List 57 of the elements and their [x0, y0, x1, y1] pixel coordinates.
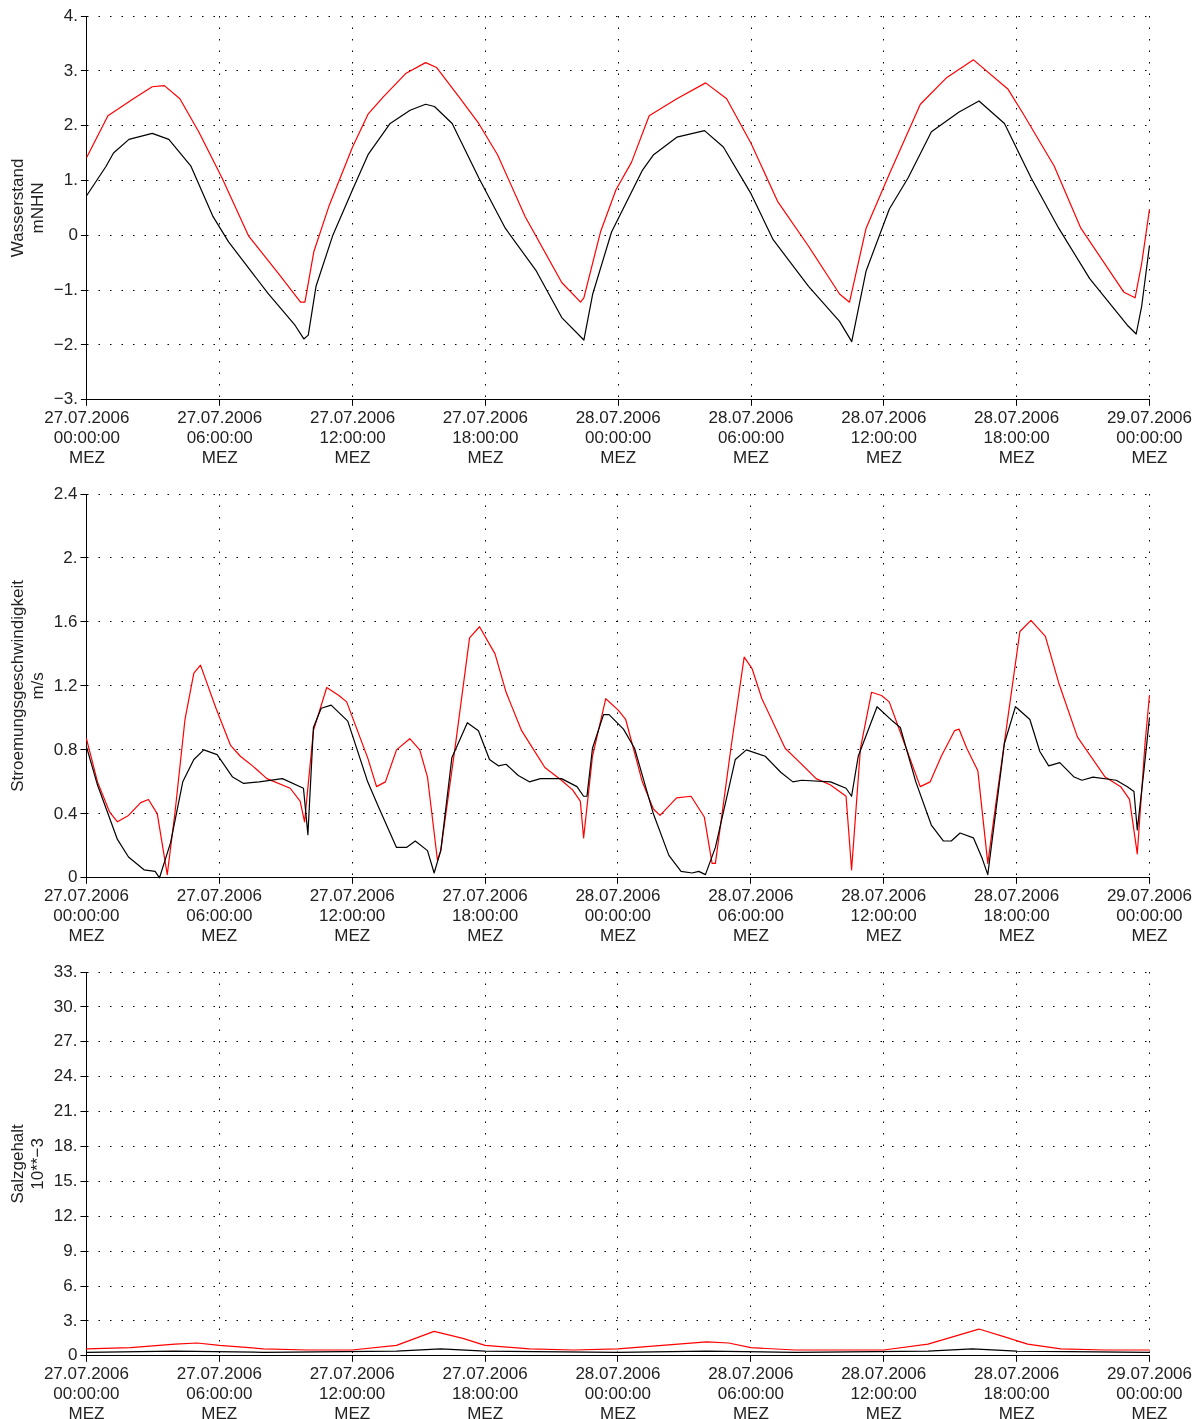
y-tick-label: −2. [53, 334, 78, 354]
y-tick-label: 4. [63, 5, 78, 25]
y-tick-label: 18. [53, 1136, 78, 1156]
y-axis-title: Salzgehalt 10**−3 [7, 1123, 48, 1204]
x-tick-label: 27.07.2006 06:00:00 MEZ [177, 407, 263, 468]
x-tick-label: 28.07.2006 00:00:00 MEZ [575, 407, 661, 468]
x-tick-label: 29.07.2006 00:00:00 MEZ [1106, 407, 1193, 468]
x-tick-label: 27.07.2006 12:00:00 MEZ [309, 1363, 395, 1419]
x-tick-label: 27.07.2006 18:00:00 MEZ [442, 407, 528, 468]
y-tick-label: 1. [63, 170, 78, 190]
y-tick-label: 2. [63, 547, 78, 567]
y-tick-label: 0.4 [53, 803, 78, 823]
y-tick-label: 24. [53, 1066, 78, 1086]
x-tick-label: 27.07.2006 00:00:00 MEZ [43, 885, 129, 946]
x-tick-label: 27.07.2006 00:00:00 MEZ [44, 407, 130, 468]
x-tick-label: 27.07.2006 06:00:00 MEZ [176, 885, 262, 946]
x-tick-label: 28.07.2006 00:00:00 MEZ [575, 1363, 661, 1419]
x-tick-label: 28.07.2006 06:00:00 MEZ [708, 885, 794, 946]
x-tick-label: 28.07.2006 18:00:00 MEZ [974, 1363, 1060, 1419]
x-tick-label: 28.07.2006 12:00:00 MEZ [841, 885, 927, 946]
y-tick-label: 0.8 [53, 739, 78, 759]
y-tick-label: 6. [63, 1275, 78, 1295]
x-tick-label: 29.07.2006 00:00:00 MEZ [1106, 885, 1193, 946]
y-tick-label: 3. [63, 60, 78, 80]
y-axis-title: Wasserstand mNHN [7, 158, 48, 258]
x-tick-label: 27.07.2006 00:00:00 MEZ [43, 1363, 129, 1419]
y-tick-label: 0 [67, 867, 78, 887]
y-tick-label: 0 [67, 1345, 78, 1365]
x-tick-label: 27.07.2006 12:00:00 MEZ [309, 885, 395, 946]
y-tick-label: −1. [53, 279, 78, 299]
y-tick-label: 2.4 [53, 483, 78, 503]
x-tick-label: 27.07.2006 18:00:00 MEZ [442, 1363, 528, 1419]
x-tick-label: 28.07.2006 12:00:00 MEZ [841, 1363, 927, 1419]
y-tick-label: 2. [63, 115, 78, 135]
y-tick-label: 15. [53, 1171, 78, 1191]
x-tick-label: 28.07.2006 12:00:00 MEZ [841, 407, 927, 468]
x-tick-label: 28.07.2006 06:00:00 MEZ [708, 1363, 794, 1419]
x-tick-label: 28.07.2006 00:00:00 MEZ [575, 885, 661, 946]
x-tick-label: 28.07.2006 18:00:00 MEZ [974, 885, 1060, 946]
y-tick-label: −3. [53, 389, 78, 409]
y-tick-label: 30. [53, 996, 78, 1016]
x-tick-label: 28.07.2006 06:00:00 MEZ [708, 407, 794, 468]
y-tick-label: 9. [63, 1240, 78, 1260]
y-tick-label: 3. [63, 1310, 78, 1330]
y-axis-title: Stroemungsgeschwindigkeit m/s [7, 579, 48, 792]
y-tick-label: 1.6 [53, 611, 78, 631]
y-tick-label: 1.2 [53, 675, 78, 695]
x-tick-label: 27.07.2006 06:00:00 MEZ [176, 1363, 262, 1419]
y-tick-label: 21. [53, 1101, 78, 1121]
x-tick-label: 27.07.2006 12:00:00 MEZ [310, 407, 396, 468]
x-tick-label: 29.07.2006 00:00:00 MEZ [1106, 1363, 1193, 1419]
x-tick-label: 28.07.2006 18:00:00 MEZ [974, 407, 1060, 468]
y-tick-label: 0 [68, 225, 78, 244]
y-tick-label: 27. [53, 1031, 78, 1051]
y-tick-label: 33. [53, 961, 78, 981]
y-tick-label: 12. [53, 1205, 78, 1225]
x-tick-label: 27.07.2006 18:00:00 MEZ [442, 885, 528, 946]
